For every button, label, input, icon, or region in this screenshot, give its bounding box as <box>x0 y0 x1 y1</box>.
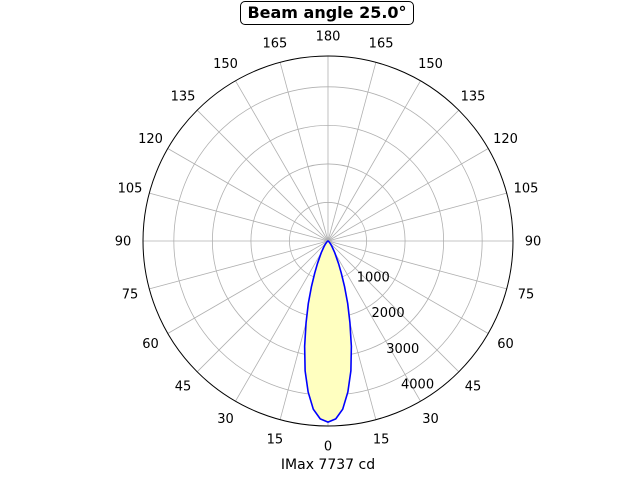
angle-tick-label: 45 <box>465 380 482 395</box>
angular-grid-line <box>196 109 329 242</box>
angle-tick-label: 120 <box>138 132 163 147</box>
polar-frame <box>142 55 514 427</box>
angle-tick-label: 75 <box>122 288 139 303</box>
angular-grid-line <box>279 62 329 242</box>
angular-grid-line <box>327 192 507 242</box>
angular-grid-line <box>327 240 460 373</box>
angular-grid-line <box>149 240 329 290</box>
series-line <box>303 240 353 423</box>
angle-tick-label: 150 <box>418 57 443 72</box>
angle-tick-label: 135 <box>461 90 486 105</box>
angular-grid-line <box>327 148 489 242</box>
radial-tick-labels: 1000 2000 3000 4000 <box>357 271 434 393</box>
angle-tick-label: 15 <box>267 433 284 448</box>
series-fill <box>304 241 352 423</box>
angular-grid-line <box>327 80 421 242</box>
angle-tick-label: 180 <box>316 30 341 45</box>
angular-grid-line <box>235 240 329 402</box>
angle-tick-label: 30 <box>217 412 234 427</box>
angle-tick-label: 105 <box>118 181 143 196</box>
angle-tick-label: 45 <box>175 380 192 395</box>
angle-tick-label: 15 <box>373 433 390 448</box>
radial-tick-label: 4000 <box>401 377 434 392</box>
series-layer <box>303 240 353 423</box>
angle-tick-label: 30 <box>422 412 439 427</box>
angle-tick-label: 105 <box>514 181 539 196</box>
x-axis-label: IMax 7737 cd <box>280 457 376 473</box>
radial-tick-label: 1000 <box>357 271 390 286</box>
angular-grid-line <box>327 240 421 402</box>
angular-grid-line <box>327 240 489 334</box>
angular-grid-line <box>149 192 329 242</box>
angular-grid-line <box>167 148 329 242</box>
angle-tick-label: 60 <box>142 337 159 352</box>
angular-grid-line <box>196 240 329 373</box>
radial-tick-label: 3000 <box>386 342 419 357</box>
angle-tick-label: 135 <box>171 90 196 105</box>
angular-grid-line <box>327 109 460 242</box>
angular-grid-line <box>167 240 329 334</box>
angular-grid-line <box>327 62 377 242</box>
radial-tick-label: 2000 <box>372 306 405 321</box>
angle-tick-label: 0 <box>324 440 332 455</box>
angle-tick-label: 90 <box>115 235 132 250</box>
angle-tick-label: 120 <box>493 132 518 147</box>
angle-tick-label: 150 <box>213 57 238 72</box>
angle-tick-label: 165 <box>369 37 394 52</box>
angle-tick-label: 165 <box>262 37 287 52</box>
chart-title: Beam angle 25.0° <box>240 1 414 25</box>
angle-tick-label: 75 <box>518 288 535 303</box>
angle-tick-label: 60 <box>497 337 514 352</box>
angle-tick-label: 90 <box>525 235 542 250</box>
angular-grid-line <box>327 240 507 290</box>
angle-tick-labels: 0 15 30 45 60 75 90 105 120 135 150 165 180 165 150 135… <box>115 30 542 455</box>
angular-grid-line <box>235 80 329 242</box>
